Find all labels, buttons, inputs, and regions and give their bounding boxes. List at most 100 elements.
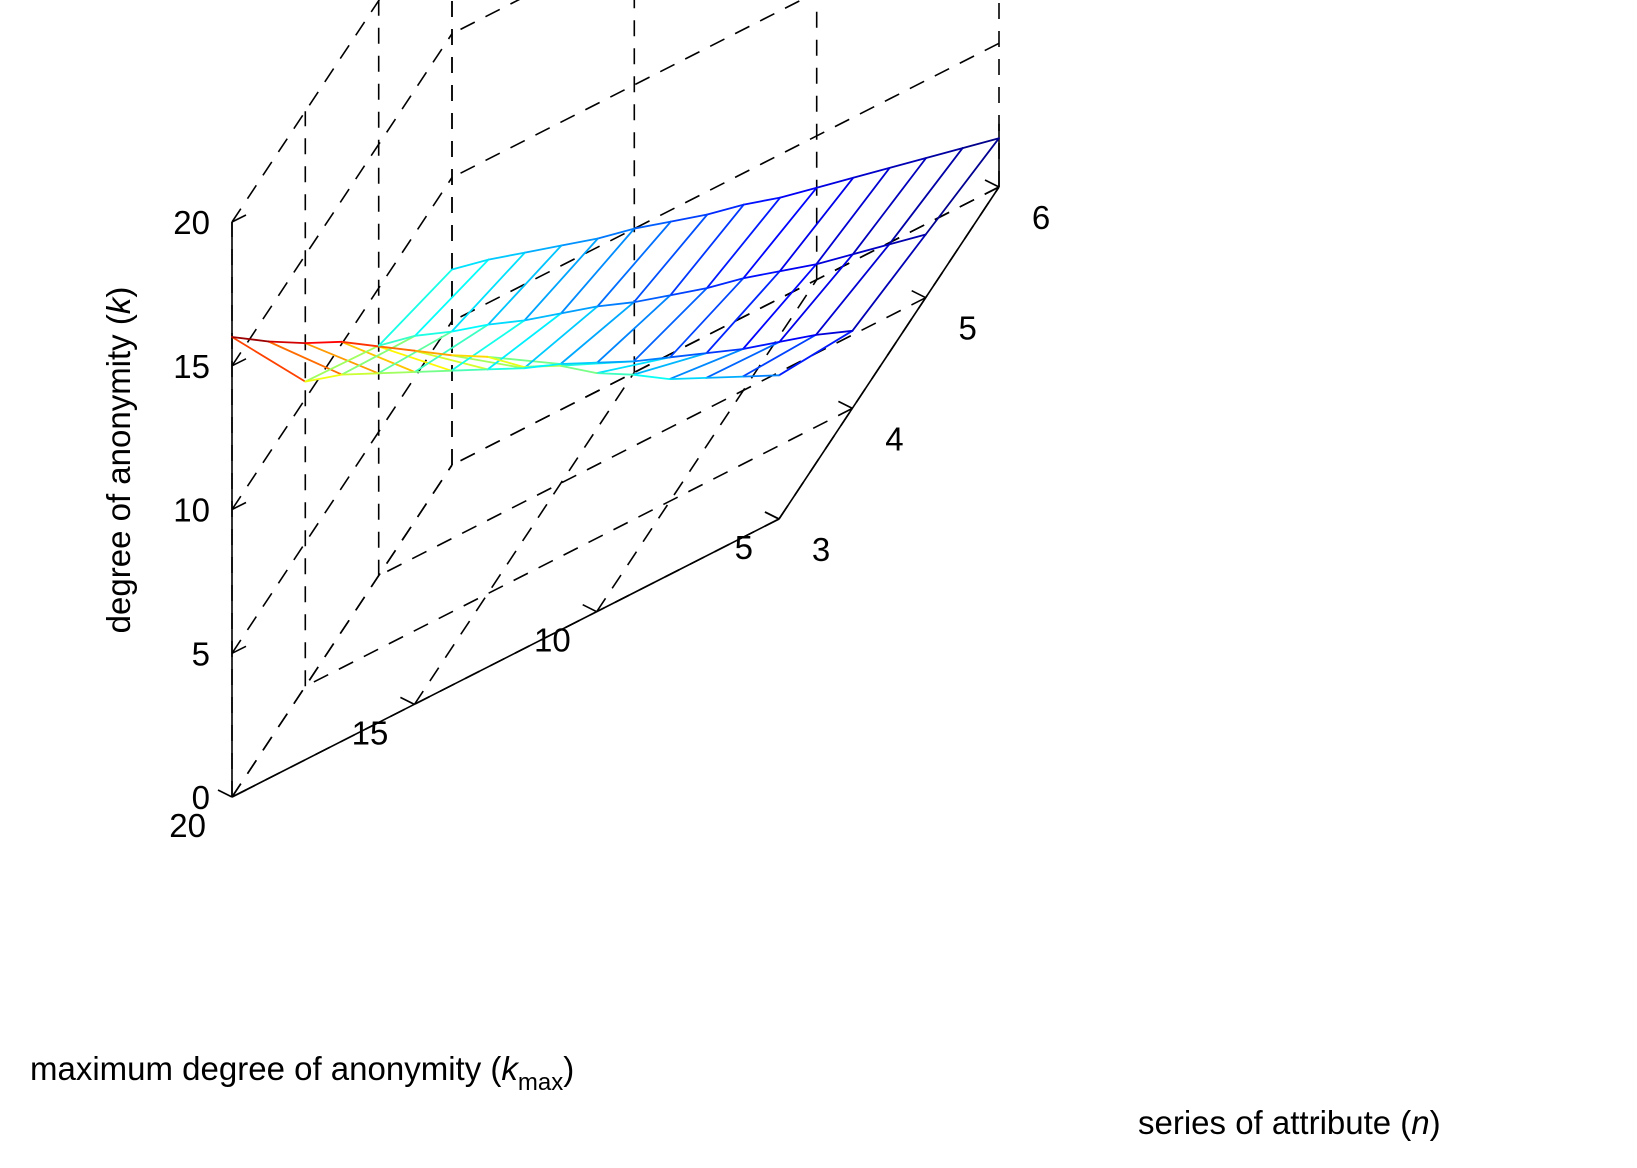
grid-line: [451, 186, 1000, 466]
mesh-segment: [487, 319, 526, 326]
mesh-segment: [815, 176, 855, 189]
y-tick: [582, 603, 598, 613]
mesh-segment: [303, 340, 343, 345]
z-tick-label: 20: [173, 204, 210, 241]
mesh-segment: [669, 277, 745, 359]
mesh-segment: [668, 376, 707, 381]
mesh-segment: [778, 329, 854, 377]
mesh-segment: [741, 333, 817, 378]
mesh-segment: [560, 305, 599, 315]
mesh-segment: [596, 220, 672, 308]
grid-lines: [231, 0, 1000, 798]
mesh-segment: [340, 372, 380, 376]
surface-mesh: [231, 137, 1000, 383]
mesh-segment: [449, 354, 525, 370]
mesh-segment: [413, 349, 452, 357]
mesh-segment: [669, 213, 709, 223]
grid-line: [231, 0, 381, 223]
mesh-segment: [778, 176, 855, 273]
mesh-segment: [706, 277, 745, 290]
mesh-segment: [377, 330, 453, 375]
mesh-segment: [377, 268, 453, 347]
mesh-segment: [924, 137, 1000, 236]
z-tick: [231, 501, 247, 511]
z-tick-label: 10: [173, 492, 210, 529]
mesh-segment: [815, 166, 891, 266]
mesh-segment: [340, 340, 379, 348]
grid-line: [231, 320, 453, 654]
mesh-segment: [450, 368, 489, 372]
mesh-segment: [888, 233, 927, 246]
y-tick-label: 5: [735, 529, 753, 566]
mesh-segment: [779, 186, 818, 199]
mesh-segment: [303, 342, 380, 375]
mesh-segment: [852, 166, 891, 179]
x-tick-label: 5: [959, 310, 977, 347]
mesh-segment: [669, 287, 708, 297]
mesh-segment: [706, 203, 745, 216]
mesh-segment: [559, 361, 598, 365]
mesh-segment: [450, 319, 526, 372]
x-tick: [984, 179, 1000, 188]
mesh-segment: [888, 157, 927, 169]
mesh-segment: [705, 375, 744, 379]
mesh-segment: [487, 244, 563, 326]
y-axis-title: maximum degree of anonymity (kmax): [30, 1050, 574, 1096]
x-tick-label: 6: [1032, 199, 1050, 236]
y-tick: [400, 696, 415, 706]
mesh-segment: [486, 355, 525, 368]
mesh-segment: [559, 301, 635, 365]
x-tick: [838, 400, 853, 410]
z-tick: [231, 214, 247, 223]
y-axis-line: [231, 518, 780, 798]
mesh-segment: [597, 227, 636, 240]
mesh-segment: [778, 333, 817, 343]
grid-line: [596, 279, 818, 613]
mesh-segment: [925, 147, 964, 159]
mesh-segment: [742, 196, 782, 206]
mesh-segment: [413, 369, 453, 373]
mesh-segment: [632, 287, 708, 363]
x-tick: [764, 511, 780, 520]
mesh-segment: [340, 334, 417, 376]
z-tick: [231, 645, 247, 655]
mesh-segment: [413, 323, 490, 373]
mesh-segment: [669, 203, 745, 297]
mesh-segment: [413, 349, 489, 371]
mesh-segment: [669, 352, 708, 359]
tick-labels: 0 5 10 15 20 5 10 15 20 3 4 5 6: [169, 199, 1050, 844]
mesh-segment: [267, 340, 306, 345]
mesh-segment: [231, 336, 270, 343]
mesh-segment: [778, 263, 818, 273]
grid-line: [231, 177, 453, 510]
mesh-segment: [706, 196, 782, 290]
mesh-segment: [523, 363, 562, 370]
mesh-segment: [742, 340, 781, 350]
mesh-segment: [377, 371, 416, 375]
mesh-segment: [705, 348, 744, 355]
mesh-segment: [815, 329, 854, 336]
grid-line: [413, 371, 635, 705]
mesh-segment: [742, 270, 781, 280]
mesh-segment: [815, 243, 891, 336]
mesh-segment: [560, 237, 599, 247]
z-tick-label: 15: [173, 348, 210, 385]
mesh-segment: [705, 340, 781, 379]
z-axis-title: degree of anonymity (k): [100, 287, 137, 634]
mesh-segment: [888, 147, 964, 246]
mesh-segment: [633, 294, 672, 304]
z-tick: [231, 358, 247, 367]
x-tick-label: 4: [885, 420, 903, 457]
mesh-segment: [523, 237, 599, 322]
mesh-segment: [815, 253, 854, 266]
mesh-segment: [376, 345, 453, 372]
mesh-segment: [340, 340, 416, 373]
z-tick-label: 5: [192, 635, 210, 672]
mesh-segment: [450, 251, 526, 333]
y-tick-label: 10: [534, 622, 571, 659]
mesh-segment: [523, 305, 599, 370]
mesh-segment: [742, 186, 818, 280]
x-tick-label: 3: [812, 531, 830, 568]
mesh-segment: [559, 364, 598, 375]
